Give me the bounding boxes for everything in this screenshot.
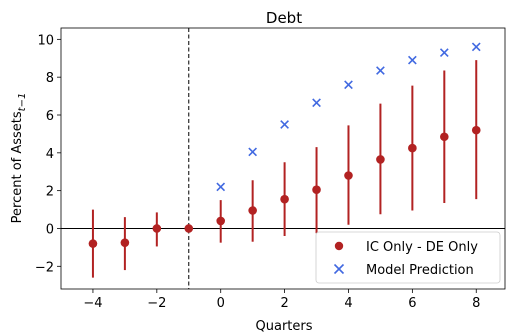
estimate-point [280, 194, 289, 204]
estimate-point [248, 206, 257, 215]
y-tick-label: 0 [46, 222, 54, 237]
legend-marker-estimate [334, 241, 344, 251]
prediction-point [248, 147, 258, 157]
legend-label-estimate: IC Only - DE Only [366, 240, 478, 255]
x-tick-label: −4 [83, 296, 102, 311]
y-tick-label: 8 [46, 71, 54, 86]
legend: IC Only - DE Only Model Prediction [315, 231, 501, 284]
estimate-point [312, 185, 321, 195]
estimate-point [471, 125, 481, 135]
prediction-point-stroke [471, 42, 481, 52]
estimate-point [88, 239, 98, 248]
prediction-point-stroke [344, 80, 353, 90]
estimate-point [184, 224, 194, 233]
estimate-point [344, 171, 353, 180]
estimate-point [440, 132, 449, 142]
y-tick-label: 6 [46, 109, 54, 124]
chart-title: Debt [266, 9, 302, 27]
x-axis-label: Quarters [256, 319, 313, 332]
estimate-point [216, 216, 226, 226]
x-tick-label: 6 [408, 296, 416, 311]
prediction-point-stroke [312, 98, 321, 108]
prediction-point-stroke [439, 48, 449, 57]
prediction-point [408, 55, 417, 65]
prediction-point-stroke [248, 147, 258, 157]
prediction-point [439, 48, 449, 57]
prediction-point-stroke [280, 120, 289, 129]
prediction-point [312, 98, 321, 108]
prediction-point [280, 120, 289, 129]
y-axis-label: Percent of Assetst−1 [10, 93, 28, 224]
y-tick-label: 2 [46, 185, 54, 200]
prediction-point [344, 80, 353, 90]
prediction-point [376, 66, 385, 75]
y-axis-label-subscript: t−1 [17, 93, 28, 112]
y-tick-label: 4 [46, 147, 54, 162]
plot-frame [60, 27, 506, 290]
prediction-point [471, 42, 481, 52]
legend-box [315, 231, 501, 284]
legend-label-prediction: Model Prediction [366, 263, 474, 278]
prediction-point-stroke [408, 55, 417, 65]
estimate-point [120, 238, 130, 247]
prediction-point-stroke [376, 66, 385, 75]
prediction-point-stroke [216, 182, 226, 192]
prediction-point [216, 182, 226, 192]
x-tick-label: 8 [472, 296, 480, 311]
estimate-point [376, 155, 385, 164]
estimate-point [152, 224, 162, 233]
x-tick-label: 2 [280, 296, 288, 311]
x-tick-label: −2 [147, 296, 166, 311]
y-axis-label-main: Percent of Assets [10, 111, 25, 223]
y-tick-label: 10 [37, 33, 54, 48]
y-tick-label: −2 [35, 260, 54, 275]
estimate-point [408, 143, 417, 153]
x-tick-label: 0 [217, 296, 225, 311]
legend-marker-prediction [333, 263, 345, 275]
x-tick-label: 4 [344, 296, 352, 311]
